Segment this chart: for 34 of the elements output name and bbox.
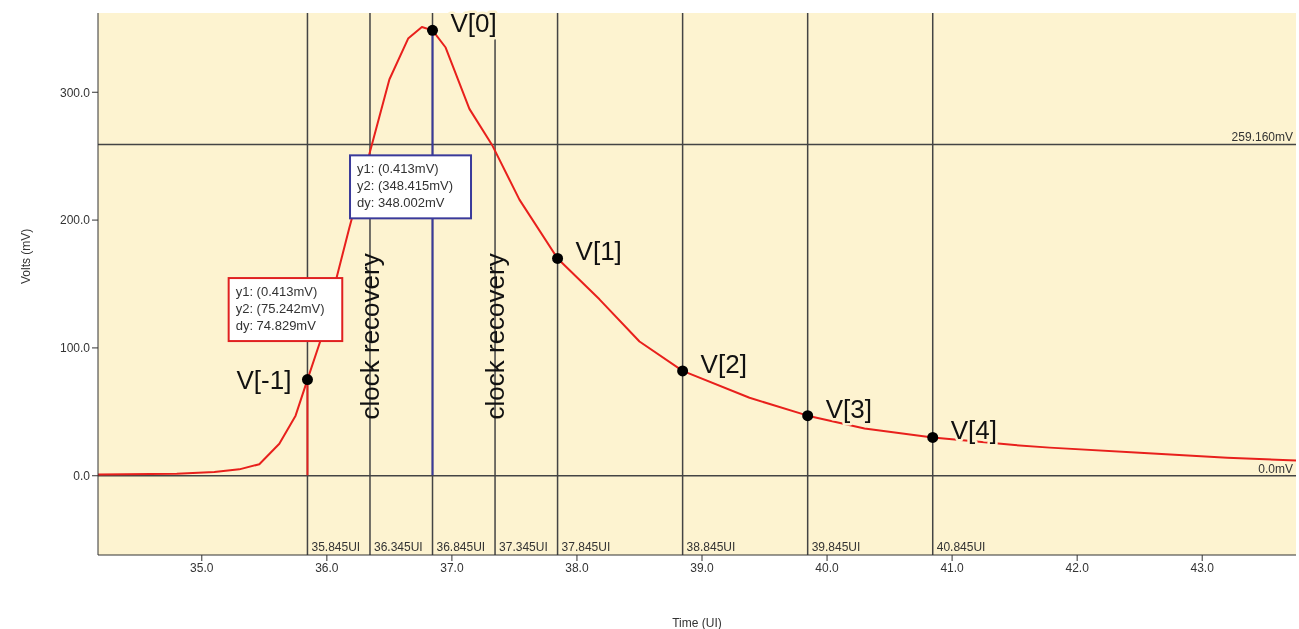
ref-line-label: 37.345UI xyxy=(499,540,548,554)
x-tick-label: 39.0 xyxy=(690,560,714,575)
ref-line-label: 0.0mV xyxy=(1258,461,1293,476)
ref-line-label: 40.845UI xyxy=(936,540,986,554)
x-tick-label: 37.0 xyxy=(440,560,464,575)
x-tick-label: 41.0 xyxy=(940,560,965,575)
x-tick-label: 40.0 xyxy=(815,560,840,575)
annotation: V[3] xyxy=(825,393,872,424)
ref-line-label: 39.845UI xyxy=(811,540,861,554)
annotation: V[2] xyxy=(700,348,747,379)
annotation: y1: (0.413mV) y2: (348.415mV) dy: 348.002mV xyxy=(357,161,454,211)
y-tick-label: 200.0 xyxy=(59,213,91,228)
x-axis-title: Time (UI) xyxy=(672,616,722,629)
ref-line-label: 36.845UI xyxy=(436,540,486,554)
ref-line-label: 259.160mV xyxy=(1231,130,1293,145)
y-tick-label: 100.0 xyxy=(59,341,91,356)
x-tick-label: 38.0 xyxy=(565,560,589,575)
x-tick-label: 35.0 xyxy=(190,560,214,575)
x-tick-label: 36.0 xyxy=(315,560,339,575)
x-tick-label: 42.0 xyxy=(1065,560,1090,575)
ref-line-label: 36.345UI xyxy=(373,540,423,554)
annotation: clock recovery xyxy=(354,253,385,420)
annotation: V[4] xyxy=(950,415,997,446)
annotation: V[1] xyxy=(575,236,622,267)
y-axis-title: Volts (mV) xyxy=(19,228,34,284)
annotation: y1: (0.413mV) y2: (75.242mV) dy: 74.829mV xyxy=(235,284,325,334)
annotation: clock recovery xyxy=(480,253,511,420)
ref-line-label: 35.845UI xyxy=(311,540,361,554)
ref-line-label: 37.845UI xyxy=(561,540,611,554)
x-tick-label: 43.0 xyxy=(1190,560,1215,575)
y-tick-label: 0.0 xyxy=(73,469,91,484)
annotation: V[-1] xyxy=(236,364,292,395)
y-tick-label: 300.0 xyxy=(59,85,91,100)
ref-line-label: 38.845UI xyxy=(686,540,736,554)
